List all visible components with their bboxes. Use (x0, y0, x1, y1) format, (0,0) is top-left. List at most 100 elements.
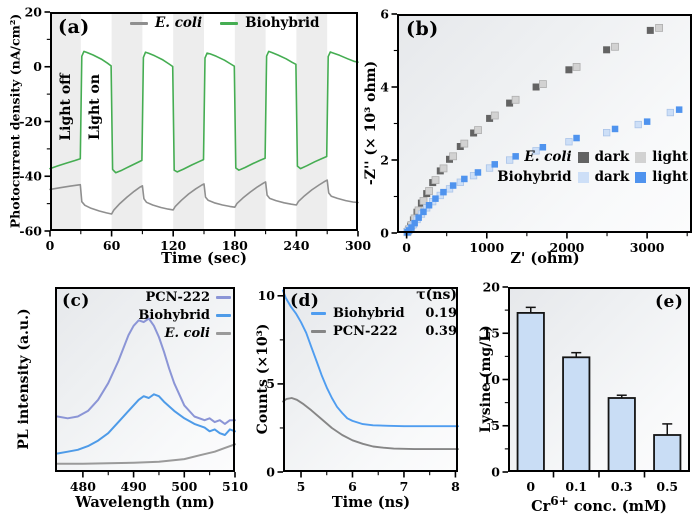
svg-text:0.3: 0.3 (611, 479, 633, 494)
panel-a-xlabel: Time (sec) (161, 250, 247, 267)
svg-text:0.1: 0.1 (565, 479, 587, 494)
legend-row-pcn222: PCN-222 (145, 290, 231, 305)
biohybrid-light-label: light (652, 169, 688, 185)
light-on-annotation: Light on (87, 74, 103, 140)
legend-row-biohybrid-d: Biohybrid 0.19 (311, 306, 457, 321)
pcn222-line-swatch (216, 296, 231, 299)
svg-text:5: 5 (491, 418, 500, 433)
biohybrid-light-swatch (635, 171, 647, 183)
ecoli-dark-label: dark (594, 149, 630, 165)
ecoli-light-swatch (635, 151, 647, 163)
legend-label-pcn222-d: PCN-222 (333, 324, 398, 339)
svg-text:0: 0 (380, 225, 389, 240)
svg-text:20: 20 (483, 279, 501, 294)
panel-c-label: (c) (62, 291, 90, 311)
svg-text:6: 6 (380, 6, 389, 21)
svg-text:0: 0 (402, 240, 411, 255)
legend-row-pcn222-d: PCN-222 0.39 (311, 324, 457, 339)
svg-text:0: 0 (526, 479, 535, 494)
svg-text:0: 0 (266, 464, 275, 479)
biohybrid-line-swatch-c (216, 314, 231, 317)
legend-item-ecoli: E. coli (130, 15, 202, 31)
ecoli-line-swatch (130, 21, 148, 25)
legend-label-biohybrid-d: Biohybrid (333, 306, 405, 321)
legend-row-ecoli: E. coli dark light (524, 149, 688, 165)
svg-text:-40: -40 (19, 169, 42, 184)
svg-text:4: 4 (380, 79, 389, 94)
panel-d-plot: 5 6 7 8 0 5 10 (258, 287, 460, 494)
panel-c-xlabel: Wavelength (nm) (75, 494, 215, 511)
tau-header: τ(ns) (416, 287, 457, 303)
panel-c-ylabel: PL intensity (a.u.) (16, 308, 32, 450)
legend-label-biohybrid: Biohybrid (245, 15, 320, 31)
svg-text:120: 120 (160, 238, 186, 253)
svg-text:3000: 3000 (630, 240, 665, 255)
legend-row-biohybrid: Biohybrid dark light (497, 169, 688, 185)
legend-group-ecoli: E. coli (524, 149, 572, 165)
biohybrid-dark-swatch (577, 171, 589, 183)
panel-e-label: (e) (655, 292, 684, 312)
panel-e-xlabel-suffix: conc. (mM) (568, 497, 667, 515)
ecoli-dark-swatch (577, 151, 589, 163)
svg-text:500: 500 (171, 479, 197, 494)
svg-text:0: 0 (33, 59, 42, 74)
ecoli-light-label: light (652, 149, 688, 165)
panel-c-legend: PCN-222 Biohybrid E. coli (138, 290, 231, 341)
panel-a-plot: 0 60 120 180 240 300 20 0 -20 -40 -60 (19, 4, 371, 253)
svg-text:1000: 1000 (469, 240, 504, 255)
svg-text:6: 6 (348, 479, 357, 494)
panel-a-legend: E. coli Biohybrid (130, 15, 320, 31)
ecoli-line-swatch-c (216, 332, 231, 335)
svg-text:510: 510 (222, 479, 248, 494)
svg-text:180: 180 (222, 238, 248, 253)
panel-b-ylabel: -Z'' (× 10³ ohm) (363, 60, 379, 186)
svg-text:7: 7 (400, 479, 409, 494)
svg-text:10: 10 (258, 288, 276, 303)
biohybrid-line-swatch-d (311, 312, 326, 315)
biohybrid-dark-label: dark (594, 169, 630, 185)
svg-text:240: 240 (283, 238, 309, 253)
panel-b-label: (b) (406, 18, 439, 40)
panel-e-ylabel: Lysine (mg/L) (478, 325, 494, 433)
svg-text:480: 480 (70, 479, 96, 494)
biohybrid-line-swatch (220, 21, 239, 25)
panel-d-legend: τ(ns) Biohybrid 0.19 PCN-222 0.39 (311, 287, 457, 339)
panel-e-xlabel-prefix: Cr (531, 497, 551, 515)
svg-text:0.5: 0.5 (656, 479, 678, 494)
legend-row-biohybrid: Biohybrid (138, 308, 231, 323)
panel-d-xlabel: Time (ns) (331, 494, 411, 511)
svg-text:15: 15 (483, 326, 500, 341)
biohybrid-tau-value: 0.19 (425, 306, 457, 321)
svg-text:5: 5 (266, 376, 275, 391)
pcn222-tau-value: 0.39 (425, 324, 457, 339)
panel-b-legend: E. coli dark light Biohybrid dark light (497, 149, 688, 185)
panel-a-ylabel: Photocurrent density (nA/cm²) (7, 13, 23, 229)
legend-group-biohybrid: Biohybrid (497, 169, 572, 185)
svg-text:5: 5 (297, 479, 306, 494)
light-off-annotation: Light off (58, 73, 74, 141)
panel-b-xlabel: Z' (ohm) (510, 250, 580, 267)
svg-text:20: 20 (25, 4, 43, 19)
legend-label-pcn222: PCN-222 (145, 290, 210, 305)
panel-c-plot: 480 490 500 510 (55, 287, 248, 494)
svg-text:0: 0 (46, 238, 55, 253)
svg-text:-60: -60 (19, 223, 42, 238)
svg-text:60: 60 (103, 238, 121, 253)
panel-a-label: (a) (58, 16, 90, 38)
legend-row-ecoli: E. coli (165, 326, 231, 341)
svg-text:-20: -20 (19, 114, 42, 129)
panel-b-plot: 0 1000 2000 3000 0 2 4 6 (380, 6, 692, 255)
svg-text:10: 10 (483, 372, 501, 387)
svg-text:2: 2 (380, 152, 389, 167)
svg-text:300: 300 (345, 238, 371, 253)
svg-text:490: 490 (121, 479, 147, 494)
panel-d-ylabel: Counts (×10³) (255, 323, 271, 435)
svg-text:8: 8 (451, 479, 460, 494)
panel-e-xlabel-superscript: 6+ (550, 494, 569, 508)
pcn222-line-swatch-d (311, 330, 326, 333)
panel-e-plot: 0 0.1 0.3 0.5 0 5 10 15 20 (483, 279, 690, 494)
panel-e-xlabel: Cr6+ conc. (mM) (531, 494, 667, 515)
legend-label-ecoli-c: E. coli (164, 326, 210, 341)
legend-label-ecoli: E. coli (155, 15, 203, 31)
